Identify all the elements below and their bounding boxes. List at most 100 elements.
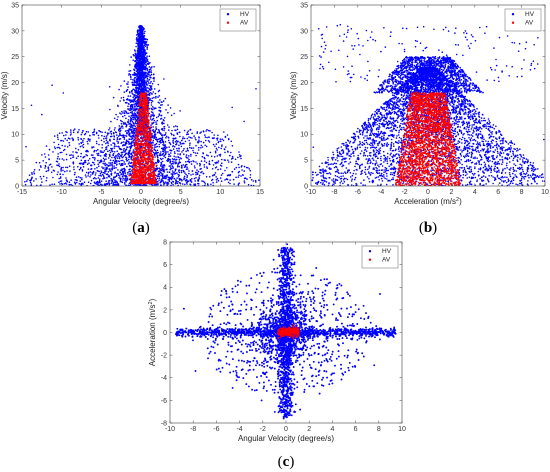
data-point xyxy=(133,79,136,82)
data-point xyxy=(120,173,123,175)
data-point xyxy=(176,128,179,131)
data-point xyxy=(111,161,113,164)
data-point xyxy=(111,156,113,159)
data-point xyxy=(93,159,96,161)
data-point xyxy=(51,166,53,168)
data-point xyxy=(48,148,51,151)
data-point xyxy=(200,171,202,174)
data-point xyxy=(185,178,188,181)
data-point xyxy=(132,88,135,90)
data-point xyxy=(87,171,90,174)
data-point xyxy=(179,141,181,144)
data-point xyxy=(57,171,59,173)
data-point xyxy=(170,173,173,175)
data-point xyxy=(202,141,205,144)
data-point xyxy=(72,151,74,153)
data-point xyxy=(86,149,89,152)
data-point xyxy=(121,151,123,154)
data-point xyxy=(148,92,151,94)
data-point xyxy=(178,165,180,168)
data-point xyxy=(160,174,162,177)
data-point xyxy=(89,171,92,173)
data-point xyxy=(189,146,191,149)
data-point xyxy=(202,130,205,133)
data-point xyxy=(141,46,144,49)
data-point xyxy=(212,182,214,184)
data-point xyxy=(166,181,169,184)
data-point xyxy=(224,135,227,138)
data-point xyxy=(204,144,206,147)
data-point xyxy=(120,169,122,171)
data-point xyxy=(77,136,79,139)
data-point xyxy=(143,73,146,76)
data-point xyxy=(164,153,167,156)
data-point xyxy=(40,184,42,186)
data-point xyxy=(113,117,116,120)
data-point xyxy=(200,160,203,162)
data-point xyxy=(137,87,140,89)
data-point xyxy=(161,175,164,178)
data-point xyxy=(39,165,42,167)
data-point xyxy=(141,56,143,58)
data-point xyxy=(154,138,157,141)
data-point xyxy=(80,162,82,164)
data-point xyxy=(198,139,200,141)
data-point xyxy=(145,172,147,175)
data-point xyxy=(75,147,77,150)
data-point xyxy=(87,181,90,183)
data-point xyxy=(175,161,177,163)
data-point xyxy=(108,168,111,170)
data-point xyxy=(176,149,179,152)
data-point xyxy=(138,79,140,82)
data-point xyxy=(126,146,128,148)
data-point xyxy=(155,151,157,153)
data-point xyxy=(142,127,144,129)
data-point xyxy=(113,145,116,147)
data-point xyxy=(131,135,134,137)
data-point xyxy=(100,171,103,173)
data-point xyxy=(159,140,161,143)
data-point xyxy=(168,126,170,128)
data-point xyxy=(80,159,83,162)
data-point xyxy=(52,169,55,172)
data-point xyxy=(146,80,148,82)
data-point xyxy=(149,89,152,91)
data-point xyxy=(97,148,99,151)
data-point xyxy=(72,129,75,132)
data-point xyxy=(215,147,218,150)
data-point xyxy=(131,108,133,110)
data-point xyxy=(143,166,146,169)
data-point xyxy=(221,158,223,161)
data-point xyxy=(109,162,112,164)
data-point xyxy=(97,152,100,155)
data-point xyxy=(122,173,125,175)
data-point xyxy=(138,138,141,141)
data-point xyxy=(169,165,172,167)
data-point xyxy=(235,166,238,169)
data-point xyxy=(142,111,145,114)
data-point xyxy=(145,166,147,169)
data-point xyxy=(169,167,172,169)
data-point xyxy=(153,119,156,122)
data-point xyxy=(198,183,200,185)
data-point xyxy=(107,182,109,185)
data-point xyxy=(137,43,139,46)
data-point xyxy=(146,48,148,50)
data-point xyxy=(153,154,156,156)
data-point xyxy=(247,166,249,169)
data-point xyxy=(249,174,252,176)
data-point xyxy=(66,131,68,134)
data-point xyxy=(129,149,131,151)
data-point xyxy=(186,147,189,150)
data-point xyxy=(177,153,179,155)
data-point xyxy=(111,147,113,150)
data-point xyxy=(237,183,240,185)
data-point xyxy=(195,173,197,176)
data-point xyxy=(153,88,156,90)
data-point xyxy=(162,150,164,153)
data-point xyxy=(193,183,195,185)
data-point xyxy=(111,135,113,138)
data-point xyxy=(83,181,86,183)
data-point xyxy=(181,180,183,182)
data-point xyxy=(138,146,140,148)
